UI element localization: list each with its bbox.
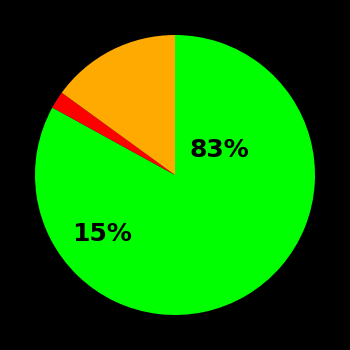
Wedge shape: [52, 93, 175, 175]
Text: 83%: 83%: [190, 138, 250, 162]
Text: 15%: 15%: [72, 222, 132, 246]
Wedge shape: [35, 35, 315, 315]
Wedge shape: [62, 35, 175, 175]
